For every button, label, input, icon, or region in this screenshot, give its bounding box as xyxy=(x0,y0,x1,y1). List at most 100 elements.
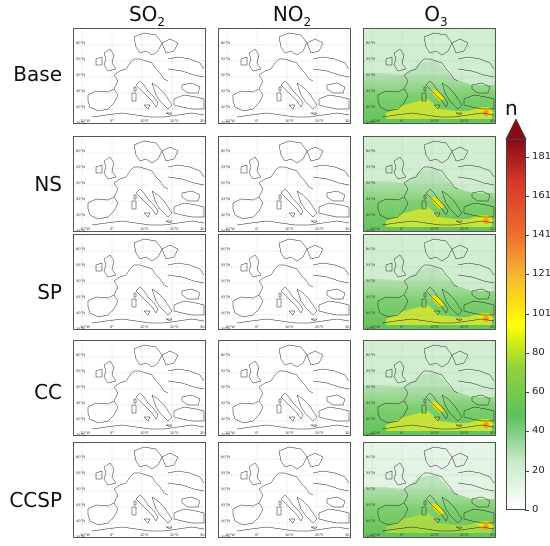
latitude-label: 60°N xyxy=(221,353,231,357)
longitude-label: 0° xyxy=(110,227,115,231)
latitude-label: 60°N xyxy=(221,455,231,459)
colorbar-title: n xyxy=(505,96,518,120)
coastline xyxy=(312,176,350,186)
longitude-label: 0° xyxy=(110,431,115,435)
coastline xyxy=(312,380,350,390)
colorbar-tick-label: 121 xyxy=(532,268,550,280)
coastline xyxy=(381,424,495,430)
latitude-label: 35°N xyxy=(76,535,86,538)
coastline xyxy=(151,496,173,524)
coastline xyxy=(423,140,453,164)
colorbar-tick-mark xyxy=(525,392,529,394)
latitude-label: 60°N xyxy=(76,353,86,357)
coastline xyxy=(236,526,350,532)
colorbar-tick-label: 101 xyxy=(532,307,550,319)
map-svg xyxy=(219,137,350,231)
coastline xyxy=(278,292,282,298)
latitude-label: 45°N xyxy=(221,197,231,201)
latitude-label: 40°N xyxy=(76,519,86,523)
latitude-label: 55°N xyxy=(76,471,86,475)
coastline xyxy=(240,164,248,174)
coastline xyxy=(95,262,103,272)
coastline xyxy=(248,360,262,384)
longitude-label: 10°W xyxy=(370,325,380,329)
map-panel: 60°N 55°N 50°N 45°N 40°N 35°N 10°W 0° 10°E 20°E 30… xyxy=(73,234,206,330)
map-panel: 60°N 55°N 50°N 45°N 40°N 35°N 10°W 0° 10°E 20°E 30… xyxy=(218,442,351,538)
coastline xyxy=(403,264,459,296)
coastline xyxy=(173,94,205,110)
colorbar-tick-mark xyxy=(525,470,529,472)
latitude-label: 50°N xyxy=(76,73,86,77)
coastline xyxy=(91,112,205,118)
longitude-label: 30°E xyxy=(200,431,205,435)
coastline xyxy=(232,294,264,318)
coastline xyxy=(236,424,350,430)
coastline xyxy=(151,190,173,218)
coastline xyxy=(457,68,495,78)
coastline xyxy=(318,94,350,110)
colorbar-tick-label: 0 xyxy=(532,504,539,515)
ozone-land-area xyxy=(364,443,494,499)
latitude-label: 45°N xyxy=(366,197,376,201)
map-svg xyxy=(219,29,350,123)
coastline xyxy=(306,452,324,468)
coastline xyxy=(167,482,205,492)
column-header-subscript: 2 xyxy=(157,15,166,29)
latitude-label: 50°N xyxy=(76,385,86,389)
coastline xyxy=(457,380,495,390)
latitude-label: 55°N xyxy=(366,471,376,475)
longitude-label: 10°W xyxy=(370,119,380,123)
latitude-label: 40°N xyxy=(366,311,376,315)
coastline xyxy=(165,526,173,530)
coastline xyxy=(167,68,205,78)
column-header-label: SO xyxy=(128,2,158,26)
coastline xyxy=(312,482,350,492)
coastline xyxy=(306,244,324,260)
latitude-label: 60°N xyxy=(366,41,376,45)
ozone-land-area xyxy=(364,29,494,85)
latitude-label: 55°N xyxy=(221,369,231,373)
longitude-label: 20°E xyxy=(170,227,179,231)
coastline xyxy=(306,38,324,54)
coastline xyxy=(240,368,248,378)
coastline xyxy=(326,394,346,406)
ozone-peak xyxy=(483,524,489,530)
coastline xyxy=(423,446,453,470)
map-svg xyxy=(364,29,495,123)
coastline xyxy=(288,104,296,110)
coastline xyxy=(143,212,151,218)
coastline xyxy=(423,86,427,92)
map-svg xyxy=(74,341,205,435)
coastline xyxy=(280,80,304,108)
coastline xyxy=(318,508,350,524)
map-panel: 60°N 55°N 50°N 45°N 40°N 35°N 10°W 0° 10°E 20°E 30… xyxy=(363,234,496,330)
coastline xyxy=(451,146,469,162)
coastline xyxy=(455,318,463,322)
coastline xyxy=(455,220,463,224)
longitude-label: 30°E xyxy=(345,119,350,123)
coastline xyxy=(278,32,308,56)
latitude-label: 50°N xyxy=(221,73,231,77)
coastline xyxy=(433,212,441,218)
coastline xyxy=(240,262,248,272)
coastline xyxy=(278,238,308,262)
map-panel: 60°N 55°N 50°N 45°N 40°N 35°N 10°W 0° 10°E 20°E 30… xyxy=(363,28,496,124)
coastline xyxy=(133,140,163,164)
coastline xyxy=(310,112,318,116)
map-svg xyxy=(219,341,350,435)
coastline xyxy=(278,398,282,404)
coastline xyxy=(161,350,179,366)
coastline xyxy=(232,502,264,526)
coastline xyxy=(276,506,282,516)
coastline xyxy=(463,202,495,218)
latitude-label: 40°N xyxy=(76,311,86,315)
coastline xyxy=(165,424,173,428)
coastline xyxy=(248,462,262,486)
longitude-label: 30°E xyxy=(200,325,205,329)
latitude-label: 55°N xyxy=(76,263,86,267)
longitude-label: 30°E xyxy=(200,533,205,537)
coastline xyxy=(451,244,469,260)
coastline xyxy=(403,166,459,198)
map-panel: 60°N 55°N 50°N 45°N 40°N 35°N 10°W 0° 10°E 20°E 30… xyxy=(73,136,206,232)
longitude-label: 10°E xyxy=(140,119,149,123)
